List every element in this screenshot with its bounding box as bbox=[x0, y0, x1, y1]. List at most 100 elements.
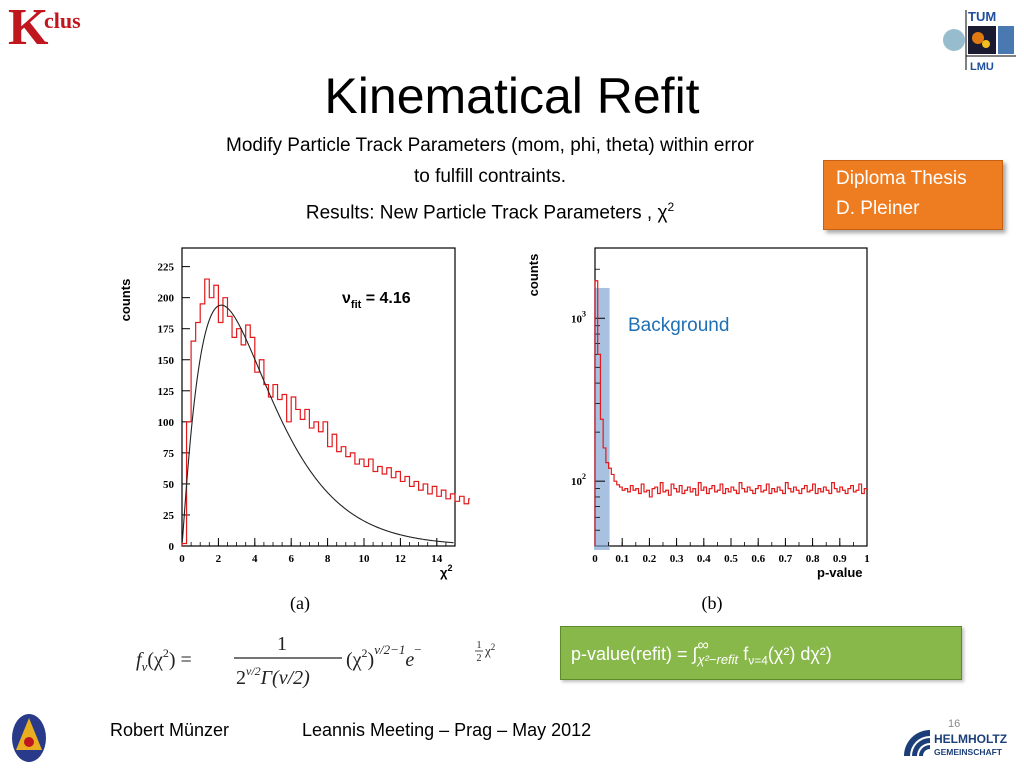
plot-a-nu-fit-annotation: νfit = 4.16 bbox=[342, 290, 411, 311]
plot-a-ytick-label: 125 bbox=[158, 386, 175, 398]
formula-rhs: (χ2)ν/2−1e− bbox=[346, 642, 422, 671]
formula-rhs-power: ν/2−1 bbox=[374, 642, 405, 657]
plot-b-ylabel: counts bbox=[526, 254, 541, 297]
plot-b-xtick-label: 0.8 bbox=[806, 553, 820, 565]
plot-a-xlabel: χ2 bbox=[440, 563, 453, 580]
plot-a-ytick-label: 75 bbox=[163, 448, 175, 460]
nu-symbol: ν bbox=[342, 290, 351, 307]
plot-a-xtick-label: 10 bbox=[359, 553, 371, 565]
formula-lhs-arg: (χ bbox=[147, 649, 163, 671]
plot-a-xtick-label: 14 bbox=[431, 553, 443, 565]
plot-b-ytick-base: 10 bbox=[571, 476, 583, 488]
formula-den-sup: ν/2 bbox=[246, 664, 261, 678]
formula-den-gamma: Γ(ν/2) bbox=[260, 667, 310, 689]
logo-clus-text: clus bbox=[44, 8, 81, 33]
subtitle-chi-sup: 2 bbox=[667, 200, 675, 214]
plot-b-xtick-label: 0.5 bbox=[724, 553, 738, 565]
plot-a-fit-curve bbox=[181, 304, 454, 544]
plot-b-xtick-label: 0.3 bbox=[670, 553, 684, 565]
kaon-cluster-logo: K clus bbox=[8, 2, 98, 58]
formula-exp-minus: − bbox=[414, 642, 421, 657]
plot-a-ylabel: counts bbox=[118, 279, 133, 322]
plot-a-ytick-label: 0 bbox=[169, 541, 175, 553]
chi2-histogram-svg: 0 2 4 6 8 10 12 14 0 25 50 75 100 125 150 175 200 225 cou… bbox=[118, 247, 592, 614]
pvalue-text-f: f bbox=[738, 644, 749, 664]
plot-a-xtick-label: 8 bbox=[325, 553, 331, 565]
formula-rhs-base-sup: 2 bbox=[362, 646, 368, 660]
plot-b-ytick-label: 103 bbox=[571, 309, 586, 325]
plot-a-xtick-label: 4 bbox=[252, 553, 258, 565]
plot-b-xtick-label: 0.1 bbox=[615, 553, 629, 565]
helmholtz-text-1: HELMHOLTZ bbox=[934, 732, 1007, 746]
pvalue-definition-box: p-value(refit) = ∫ ∞ χ²−refit fν=4(χ²) dχ²… bbox=[560, 626, 962, 680]
formula-f: f bbox=[136, 649, 144, 671]
helmholtz-logo-graphic: HELMHOLTZ GEMEINSCHAFT bbox=[904, 730, 1007, 757]
plot-a-ytick-label: 225 bbox=[158, 262, 175, 274]
chi2-pdf-formula: fν(χ2) = 1 2ν/2Γ(ν/2) (χ2)ν/2−1e− 1 2 χ2 bbox=[130, 630, 510, 690]
plot-b-frame bbox=[594, 247, 868, 547]
plot-a-ytick-label: 100 bbox=[158, 417, 175, 429]
slide-title: Kinematical Refit bbox=[324, 68, 700, 124]
tum-logo-text: TUM bbox=[968, 9, 996, 24]
plot-b-histogram bbox=[594, 280, 867, 546]
logo-k-letter: K bbox=[8, 0, 49, 56]
plot-a-xlabel-chi: χ bbox=[440, 565, 448, 580]
plot-b-xtick-label: 0.9 bbox=[833, 553, 847, 565]
formula-lhs-close: ) = bbox=[169, 649, 192, 671]
plot-a-xtick-label: 2 bbox=[216, 553, 222, 565]
plot-b-panel-label: (b) bbox=[702, 593, 723, 614]
pvalue-integral-limits: ∞ χ²−refit bbox=[697, 637, 738, 667]
institute-logo-graphic bbox=[12, 714, 46, 762]
formula-lhs: fν(χ2) = bbox=[136, 646, 192, 674]
plot-a-xtick-label: 0 bbox=[179, 553, 185, 565]
pvalue-text-post: (χ²) dχ²) bbox=[767, 644, 832, 664]
formula-e: e bbox=[405, 649, 414, 671]
plot-b-xtick-label: 1 bbox=[864, 553, 870, 565]
plot-a-xtick-label: 6 bbox=[288, 553, 294, 565]
slide-subtitle: Modify Particle Track Parameters (mom, p… bbox=[140, 130, 840, 228]
plot-b-xtick-label: 0.6 bbox=[751, 553, 765, 565]
plot-b-xtick-label: 0 bbox=[592, 553, 598, 565]
tum-lmu-logo-graphic: TUM LMU bbox=[943, 9, 1016, 73]
nu-fit-value: = 4.16 bbox=[361, 290, 410, 307]
formula-half-num: 1 bbox=[477, 640, 482, 651]
footer-author: Robert Münzer bbox=[110, 720, 230, 740]
plot-b-xtick-label: 0.7 bbox=[779, 553, 793, 565]
plot-a-ytick-label: 25 bbox=[163, 510, 175, 522]
subtitle-line-3-text: Results: New Particle Track Parameters ,… bbox=[305, 202, 668, 224]
diploma-line-1: Diploma Thesis bbox=[836, 168, 967, 189]
plot-a-xtick-label: 12 bbox=[395, 553, 407, 565]
diploma-line-2: D. Pleiner bbox=[836, 198, 920, 219]
formula-rhs-base: (χ bbox=[346, 649, 362, 671]
lmu-logo-text: LMU bbox=[970, 61, 994, 73]
formula-rhs-base-close: ) bbox=[368, 649, 375, 671]
formula-numerator: 1 bbox=[277, 633, 287, 655]
plot-a-ytick-label: 150 bbox=[158, 355, 175, 367]
plot-a-ytick-label: 175 bbox=[158, 324, 175, 336]
formula-half-den: 2 bbox=[477, 653, 482, 664]
plot-b-ytick-base: 10 bbox=[571, 313, 583, 325]
plot-a-ytick-label: 200 bbox=[158, 293, 175, 305]
plot-a-panel-label: (a) bbox=[290, 593, 310, 614]
pvalue-sub: ν=4 bbox=[748, 653, 768, 668]
plot-b-xtick-label: 0.2 bbox=[643, 553, 657, 565]
formula-den-2: 2 bbox=[236, 667, 246, 689]
chi2-histogram-plot: 0 2 4 6 8 10 12 14 0 25 50 75 100 125 150 175 200 225 cou… bbox=[110, 240, 592, 620]
formula-nu-sub: ν bbox=[142, 659, 148, 674]
pvalue-text-pre: p-value(refit) = ∫ bbox=[571, 644, 698, 664]
plot-a-histogram bbox=[181, 278, 592, 546]
plot-a-xlabel-sup: 2 bbox=[447, 563, 452, 573]
plot-a-frame bbox=[181, 247, 456, 547]
footer-meeting: Leannis Meeting – Prag – May 2012 bbox=[302, 720, 592, 740]
plot-b-ytick-label: 102 bbox=[571, 472, 586, 488]
pvalue-upper-limit: ∞ bbox=[697, 637, 709, 655]
nu-fit-sub: fit bbox=[351, 299, 362, 311]
subtitle-line-2: to fulfill contraints. bbox=[413, 166, 567, 187]
pvalue-histogram-plot: 0 0.1 0.2 0.3 0.4 0.5 0.6 0.7 0.8 0.9 1 102 103 coun… bbox=[520, 240, 880, 620]
subtitle-line-3: Results: New Particle Track Parameters ,… bbox=[140, 192, 840, 228]
formula-exp-chi-sup: 2 bbox=[491, 642, 496, 652]
plot-b-xlabel: p-value bbox=[817, 565, 863, 580]
formula-exp-chi-sym: χ bbox=[484, 643, 491, 658]
helmholtz-logo: HELMHOLTZ GEMEINSCHAFT bbox=[900, 718, 1020, 760]
